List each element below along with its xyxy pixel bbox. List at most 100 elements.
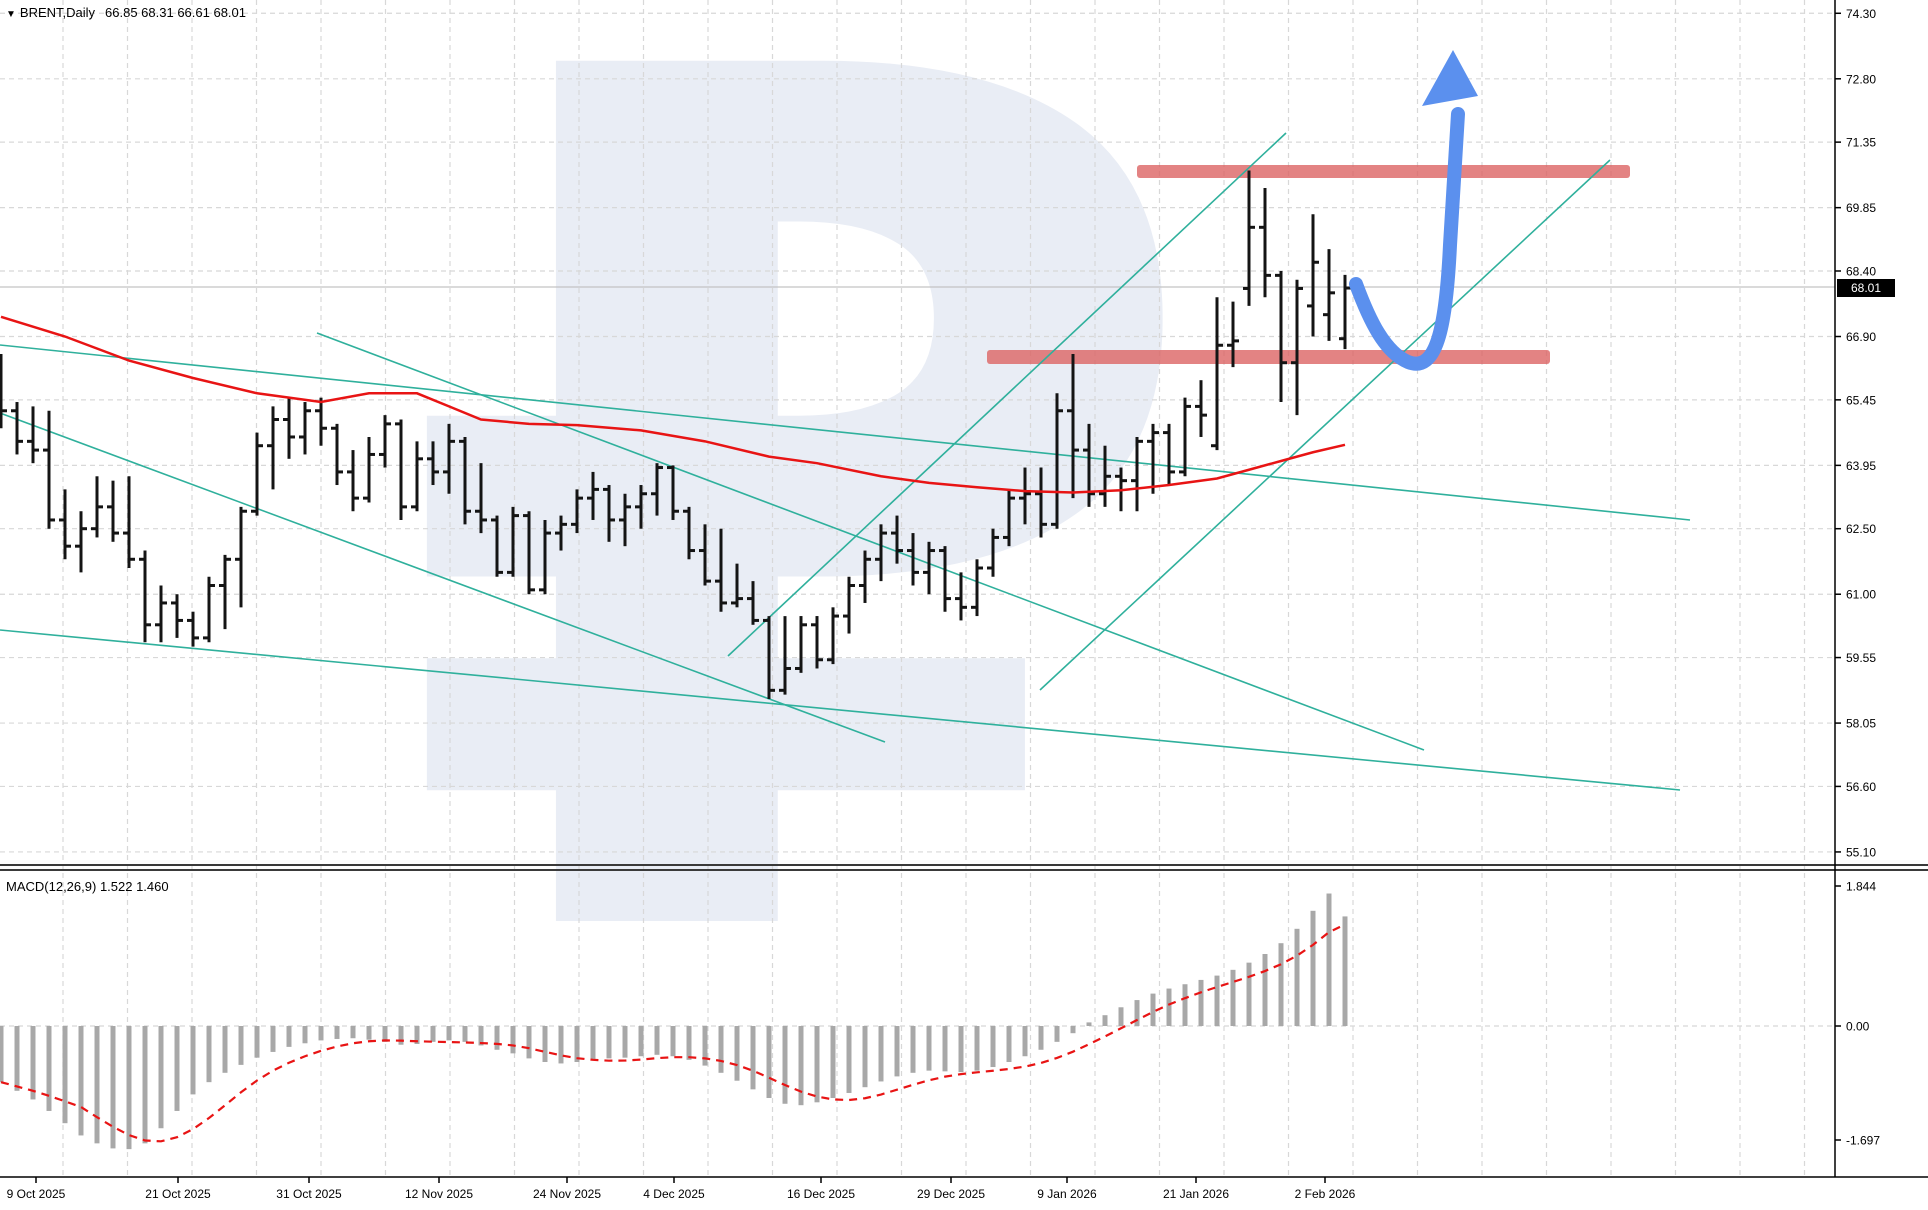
price-axis-label[interactable]: 68.40 bbox=[1846, 264, 1876, 278]
macd-histogram-bar bbox=[542, 1026, 548, 1062]
projection-arrow[interactable] bbox=[1349, 107, 1465, 371]
macd-histogram-bar bbox=[1054, 1026, 1060, 1042]
macd-histogram-bar bbox=[910, 1026, 916, 1073]
macd-histogram-bar bbox=[1102, 1015, 1108, 1026]
projection-arrow-head-icon bbox=[1422, 50, 1478, 106]
time-axis-label[interactable]: 9 Oct 2025 bbox=[7, 1187, 66, 1201]
macd-histogram-bar bbox=[222, 1026, 228, 1073]
macd-histogram-bar bbox=[942, 1026, 948, 1072]
macd-histogram-bar bbox=[382, 1026, 388, 1042]
price-axis-label[interactable]: 55.10 bbox=[1846, 845, 1876, 859]
macd-histogram-bar bbox=[126, 1026, 132, 1150]
macd-histogram-bar bbox=[830, 1026, 836, 1098]
macd-histogram-bar bbox=[846, 1026, 852, 1093]
macd-histogram-bar bbox=[398, 1026, 404, 1045]
trendline[interactable] bbox=[727, 132, 1287, 657]
price-axis-label[interactable]: 61.00 bbox=[1846, 588, 1876, 602]
macd-histogram-bar bbox=[254, 1026, 260, 1058]
macd-histogram-bar bbox=[1230, 969, 1236, 1026]
macd-histogram-bar bbox=[1006, 1026, 1012, 1062]
macd-axis-label[interactable]: -1.697 bbox=[1846, 1134, 1880, 1148]
macd-histogram-bar bbox=[510, 1026, 516, 1054]
macd-histogram-bar bbox=[94, 1026, 100, 1144]
macd-histogram-bar bbox=[1214, 975, 1220, 1026]
macd-label: MACD(12,26,9) bbox=[6, 879, 97, 894]
macd-histogram-bar bbox=[174, 1026, 180, 1111]
price-axis-label[interactable]: 62.50 bbox=[1846, 522, 1876, 536]
price-axis-label[interactable]: 56.60 bbox=[1846, 780, 1876, 794]
time-axis-label[interactable]: 12 Nov 2025 bbox=[405, 1187, 473, 1201]
time-axis-label[interactable]: 24 Nov 2025 bbox=[533, 1187, 601, 1201]
macd-histogram-bar bbox=[1038, 1026, 1044, 1050]
macd-histogram-bar bbox=[782, 1026, 788, 1104]
macd-histogram-bar bbox=[430, 1026, 436, 1042]
macd-histogram-bar bbox=[766, 1026, 772, 1098]
macd-histogram-bar bbox=[686, 1026, 692, 1060]
macd-histogram-bar bbox=[478, 1026, 484, 1046]
time-axis-label[interactable]: 16 Dec 2025 bbox=[787, 1187, 855, 1201]
trendline[interactable] bbox=[0, 344, 1691, 521]
macd-histogram-bar bbox=[78, 1026, 84, 1136]
macd-histogram-bar bbox=[190, 1026, 196, 1095]
price-axis-label[interactable]: 71.35 bbox=[1846, 136, 1876, 150]
macd-histogram-bar bbox=[1118, 1007, 1124, 1026]
price-axis-label[interactable]: 59.55 bbox=[1846, 651, 1876, 665]
price-axis-label[interactable]: 74.30 bbox=[1846, 7, 1876, 21]
ma-line[interactable] bbox=[0, 315, 1346, 494]
time-axis-label[interactable]: 31 Oct 2025 bbox=[276, 1187, 342, 1201]
price-axis-label[interactable]: 58.05 bbox=[1846, 717, 1876, 731]
price-axis-label[interactable]: 72.80 bbox=[1846, 72, 1876, 86]
macd-histogram-bar bbox=[862, 1026, 868, 1088]
macd-histogram-bar bbox=[238, 1026, 244, 1065]
ohlc-readout: 66.85 68.31 66.61 68.01 bbox=[105, 5, 246, 20]
broker-watermark: ₽ bbox=[390, 0, 1212, 1200]
price-axis-label[interactable]: 69.85 bbox=[1846, 201, 1876, 215]
macd-histogram-bar bbox=[62, 1026, 68, 1124]
macd-histogram-bar bbox=[158, 1026, 164, 1129]
price-axis-label[interactable]: 63.95 bbox=[1846, 459, 1876, 473]
macd-histogram-bar bbox=[558, 1026, 564, 1064]
price-axis-label[interactable]: 65.45 bbox=[1846, 393, 1876, 407]
macd-axis-label[interactable]: 0.00 bbox=[1846, 1020, 1870, 1034]
trendline[interactable] bbox=[316, 332, 1425, 751]
macd-histogram-bar bbox=[1294, 928, 1300, 1026]
macd-histogram-bar bbox=[1326, 893, 1332, 1026]
time-axis-label[interactable]: 4 Dec 2025 bbox=[643, 1187, 705, 1201]
macd-histogram-bar bbox=[1182, 984, 1188, 1026]
macd-histogram-bar bbox=[1278, 943, 1284, 1026]
trendline[interactable] bbox=[1039, 159, 1611, 691]
symbol-timeframe-label: BRENT,Daily bbox=[19, 5, 96, 20]
macd-histogram-bar bbox=[526, 1026, 532, 1059]
macd-histogram-bar bbox=[206, 1026, 212, 1083]
macd-histogram-bar bbox=[270, 1026, 276, 1052]
macd-histogram-bar bbox=[46, 1026, 52, 1111]
time-axis-label[interactable]: 2 Feb 2026 bbox=[1295, 1187, 1356, 1201]
macd-axis-label[interactable]: 1.844 bbox=[1846, 880, 1876, 894]
current-price-badge: 68.01 bbox=[1837, 279, 1895, 297]
time-axis-label[interactable]: 29 Dec 2025 bbox=[917, 1187, 985, 1201]
macd-indicator-title: MACD(12,26,9) 1.522 1.460 bbox=[6, 879, 169, 894]
time-axis-label[interactable]: 21 Oct 2025 bbox=[145, 1187, 211, 1201]
price-axis-label[interactable]: 66.90 bbox=[1846, 330, 1876, 344]
chart-title: ▼ BRENT,Daily 66.85 68.31 66.61 68.01 bbox=[6, 5, 246, 20]
time-axis-label[interactable]: 21 Jan 2026 bbox=[1163, 1187, 1229, 1201]
support-zone[interactable] bbox=[987, 350, 1550, 364]
macd-histogram-bar bbox=[14, 1026, 20, 1091]
macd-histogram-bar bbox=[1134, 1000, 1140, 1026]
macd-histogram-bar bbox=[814, 1026, 820, 1103]
macd-histogram-bar bbox=[718, 1026, 724, 1073]
resistance-zone[interactable] bbox=[1137, 165, 1630, 178]
symbol-dropdown-icon[interactable]: ▼ bbox=[6, 9, 16, 20]
trendline[interactable] bbox=[0, 412, 886, 743]
macd-histogram-bar bbox=[590, 1026, 596, 1060]
macd-histogram-bar bbox=[622, 1026, 628, 1058]
macd-histogram-bar bbox=[1070, 1026, 1076, 1034]
macd-histogram-bar bbox=[1246, 962, 1252, 1026]
macd-histogram-bar bbox=[334, 1026, 340, 1039]
macd-histogram-bar bbox=[1086, 1022, 1092, 1026]
macd-histogram-bar bbox=[1150, 993, 1156, 1026]
macd-signal-line bbox=[0, 923, 1346, 1143]
trendline[interactable] bbox=[0, 629, 1681, 791]
time-axis-label[interactable]: 9 Jan 2026 bbox=[1037, 1187, 1097, 1201]
